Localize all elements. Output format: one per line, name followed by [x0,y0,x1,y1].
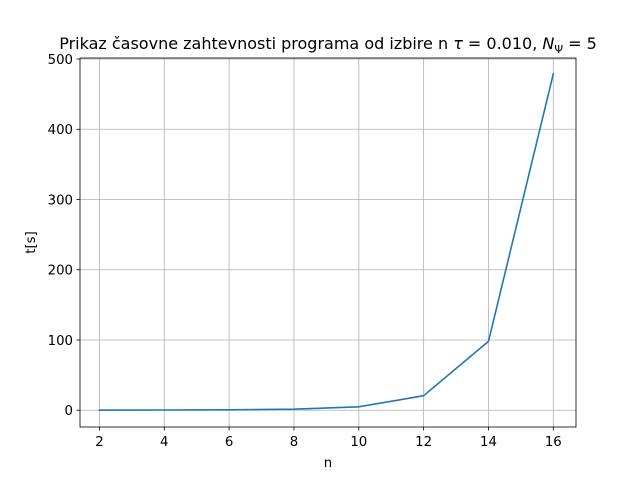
series-line [98,72,555,411]
x-tick-label: 2 [95,435,103,450]
x-tick-label: 4 [160,435,168,450]
y-tick-label: 200 [48,264,73,279]
title-tau-symbol: τ [453,34,463,53]
x-tick-label: 8 [290,435,298,450]
y-tick-label: 400 [48,123,73,138]
x-axis-label: n [324,456,332,471]
y-tick-label: 500 [48,53,73,68]
title-psi-subscript: Ψ [554,43,563,56]
y-axis-ticks: 0 100 200 300 400 500 [48,53,80,419]
x-tick-label: 10 [350,435,367,450]
x-tick-label: 14 [480,435,497,450]
title-tau-value: = 0.010, [463,34,543,53]
y-tick-label: 300 [48,193,73,208]
x-tick-label: 6 [225,435,233,450]
title-n-symbol: N [542,34,554,53]
x-tick-label: 16 [545,435,562,450]
title-n-value: = 5 [563,34,597,53]
y-tick-label: 0 [65,404,73,419]
title-prefix: Prikaz časovne zahtevnosti programa od i… [59,34,453,53]
axes-frame [79,57,577,428]
x-axis-ticks: 2 4 6 8 10 12 14 16 [95,427,562,450]
series-lines [98,72,555,411]
y-tick-label: 100 [48,334,73,349]
chart-title: Prikaz časovne zahtevnosti programa od i… [59,34,597,56]
y-axis-label: t[s] [24,231,39,254]
x-tick-label: 12 [415,435,432,450]
